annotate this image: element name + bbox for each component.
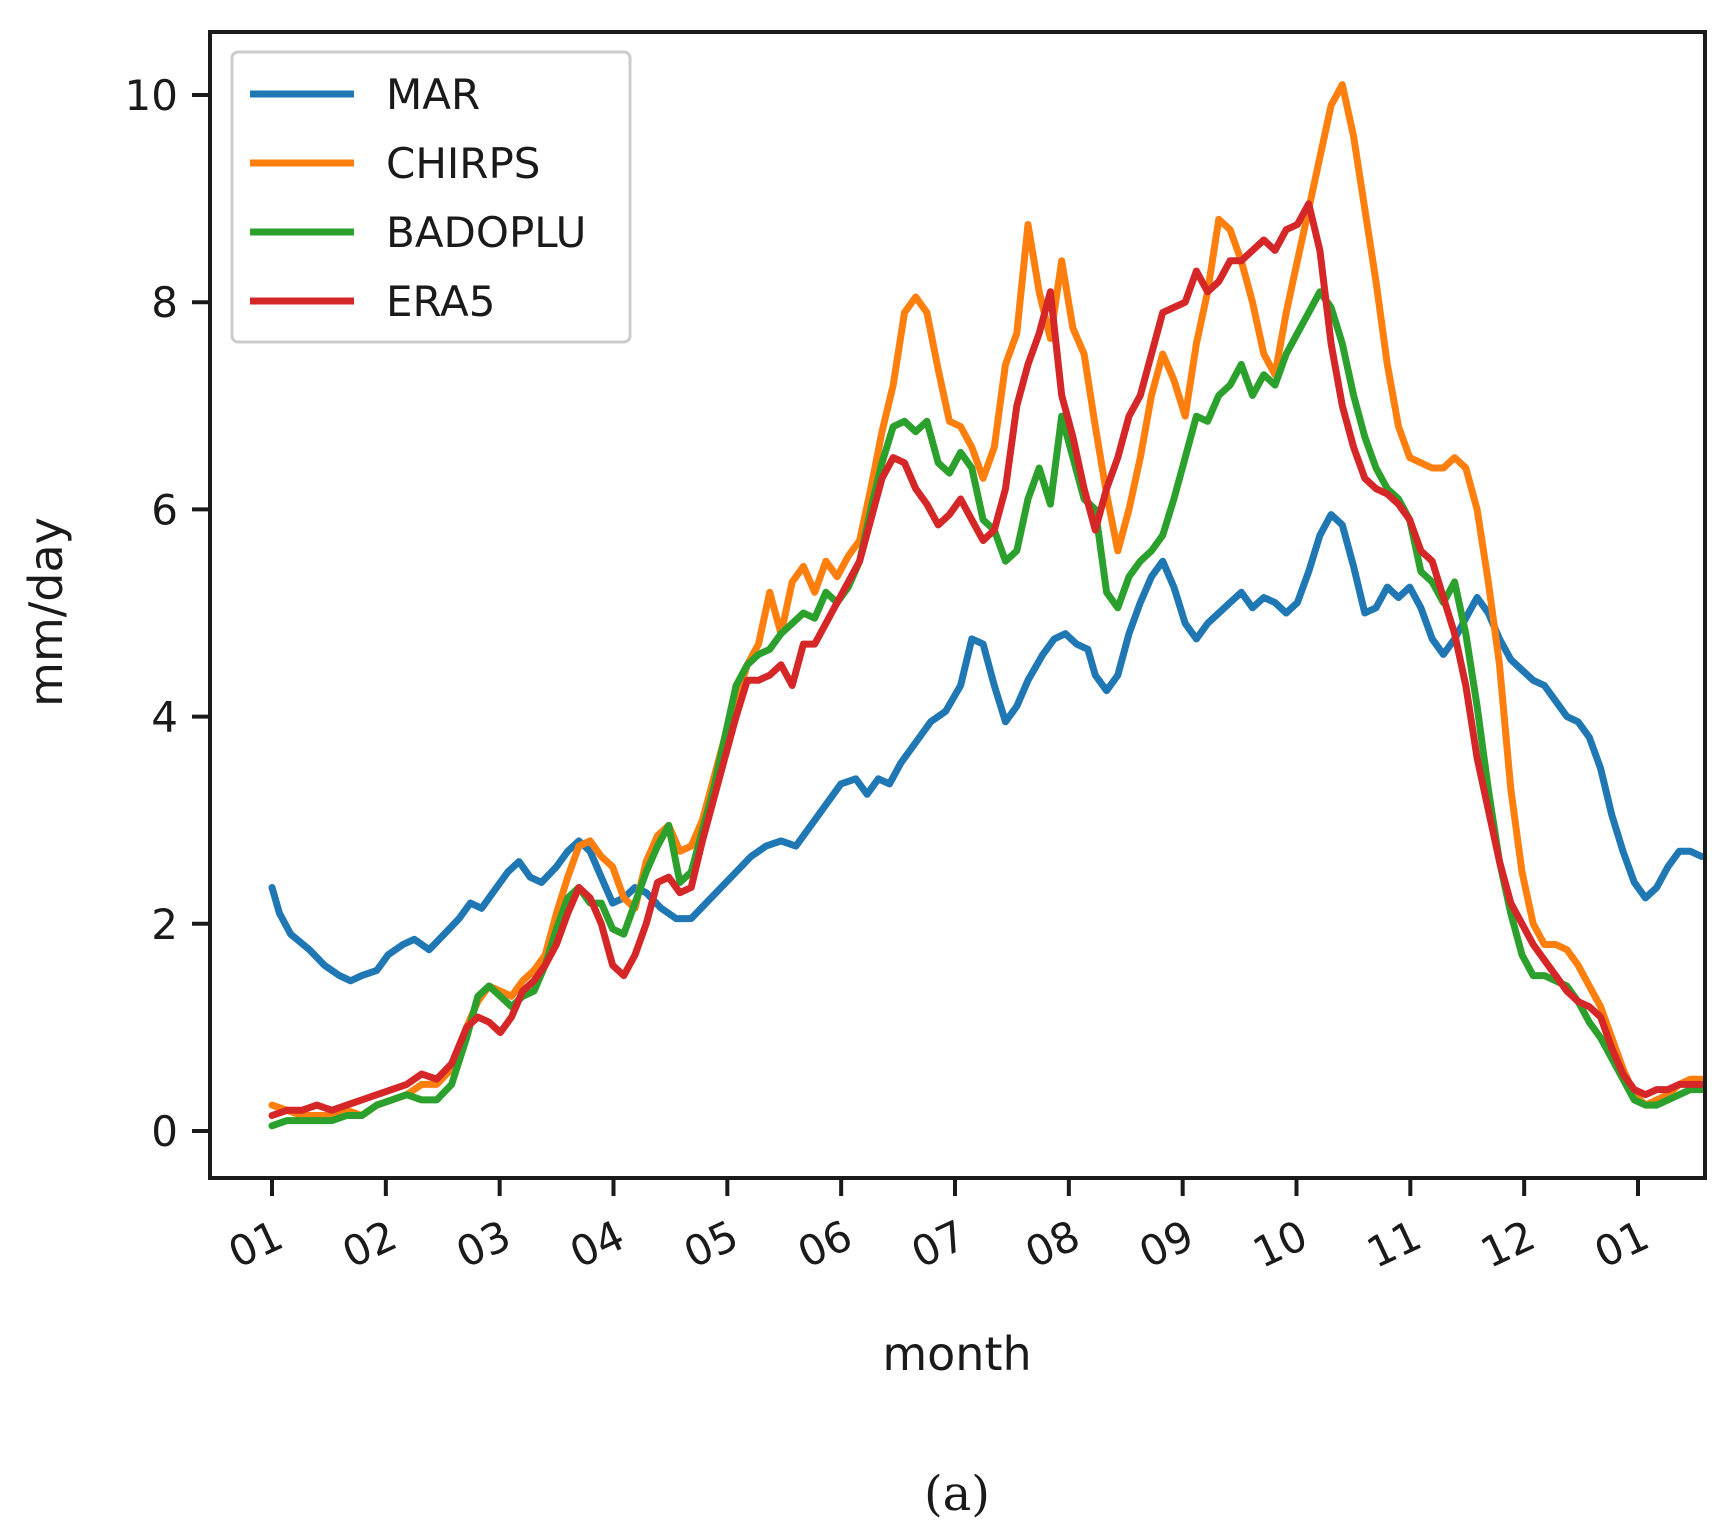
y-tick-label: 6 [151, 485, 178, 534]
y-tick-label: 0 [151, 1107, 178, 1156]
legend: MAR CHIRPS BADOPLU ERA5 [230, 50, 632, 344]
legend-label-mar: MAR [386, 70, 480, 119]
legend-label-chirps: CHIRPS [386, 139, 540, 188]
legend-label-era5: ERA5 [386, 277, 495, 326]
plot-frame [208, 30, 1707, 1180]
legend-box [230, 50, 632, 344]
y-tick-label: 4 [151, 693, 178, 742]
y-tick-label: 8 [151, 278, 178, 327]
x-axis-title: month [882, 1327, 1031, 1381]
series-line-era5 [268, 200, 1705, 1119]
series-line-mar [268, 511, 1705, 985]
series-line-chirps [268, 81, 1705, 1119]
y-tick-label: 10 [125, 71, 178, 120]
y-tick-label: 2 [151, 900, 178, 949]
series-line-badoplu [268, 288, 1705, 1130]
figure-caption: (a) [924, 1466, 990, 1522]
y-axis: 0 2 4 6 8 10 [125, 71, 210, 1156]
series-layer [268, 81, 1705, 1130]
legend-label-badoplu: BADOPLU [386, 208, 586, 257]
y-axis-title: mm/day [19, 517, 73, 707]
